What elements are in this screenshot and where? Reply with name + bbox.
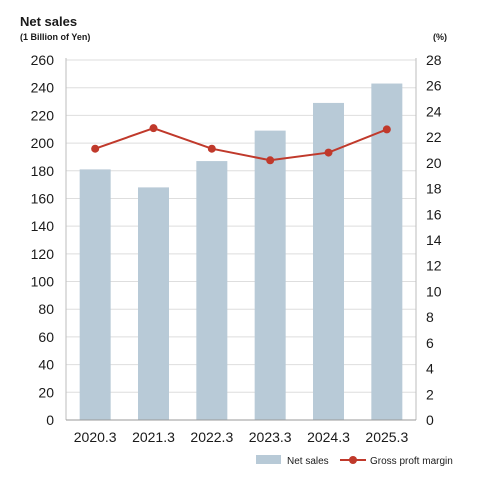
legend-swatch-net-sales (256, 455, 281, 464)
grid-lines (66, 59, 416, 393)
right-tick-label: 12 (426, 258, 442, 274)
margin-point-2024.3 (324, 148, 333, 157)
left-tick-label: 60 (38, 329, 54, 345)
tick-labels: 0204060801001201401601802002202402600246… (31, 52, 442, 445)
margin-line (94, 127, 388, 162)
bar-series (79, 83, 403, 421)
right-tick-label: 26 (426, 78, 442, 94)
category-label: 2023.3 (249, 429, 292, 445)
right-tick-label: 18 (426, 181, 442, 197)
category-label: 2025.3 (365, 429, 408, 445)
chart-subtitle: (1 Billion of Yen) (20, 32, 91, 42)
left-tick-label: 80 (38, 301, 54, 317)
line-series (91, 124, 391, 165)
margin-point-2023.3 (266, 156, 275, 165)
bar-2023.3 (254, 130, 286, 420)
legend-label-margin: Gross proft margin (370, 456, 453, 467)
margin-point-2025.3 (382, 125, 391, 134)
bar-2020.3 (79, 169, 111, 420)
margin-point-2020.3 (91, 144, 100, 153)
right-tick-label: 24 (426, 103, 442, 119)
category-label: 2022.3 (190, 429, 233, 445)
bar-2022.3 (196, 161, 228, 421)
left-tick-label: 260 (31, 52, 55, 68)
bar-2025.3 (371, 83, 403, 421)
legend: Net sales Gross proft margin (256, 455, 453, 467)
right-tick-label: 20 (426, 155, 442, 171)
left-tick-label: 20 (38, 384, 54, 400)
bar-2021.3 (138, 187, 169, 420)
category-label: 2020.3 (74, 429, 117, 445)
legend-marker-margin (349, 456, 357, 464)
category-label: 2024.3 (307, 429, 350, 445)
margin-point-2021.3 (149, 124, 158, 133)
left-tick-label: 40 (38, 357, 54, 373)
legend-label-net-sales: Net sales (287, 456, 329, 467)
right-tick-label: 22 (426, 129, 442, 145)
right-axis-unit: (%) (433, 32, 447, 42)
left-tick-label: 180 (31, 163, 55, 179)
left-tick-label: 100 (31, 274, 55, 290)
right-tick-label: 6 (426, 335, 434, 351)
left-tick-label: 240 (31, 80, 55, 96)
right-tick-label: 2 (426, 386, 434, 402)
margin-point-2022.3 (207, 144, 216, 153)
chart-title: Net sales (20, 14, 78, 29)
left-tick-label: 0 (46, 412, 54, 428)
left-tick-label: 200 (31, 135, 55, 151)
right-tick-label: 28 (426, 52, 442, 68)
left-tick-label: 140 (31, 218, 55, 234)
left-tick-label: 160 (31, 190, 55, 206)
right-tick-label: 10 (426, 283, 442, 299)
axes (65, 58, 417, 421)
right-tick-label: 16 (426, 206, 442, 222)
left-tick-label: 220 (31, 107, 55, 123)
right-tick-label: 0 (426, 412, 434, 428)
right-tick-label: 14 (426, 232, 442, 248)
right-tick-label: 4 (426, 361, 434, 377)
right-tick-label: 8 (426, 309, 434, 325)
left-tick-label: 120 (31, 246, 55, 262)
category-label: 2021.3 (132, 429, 175, 445)
